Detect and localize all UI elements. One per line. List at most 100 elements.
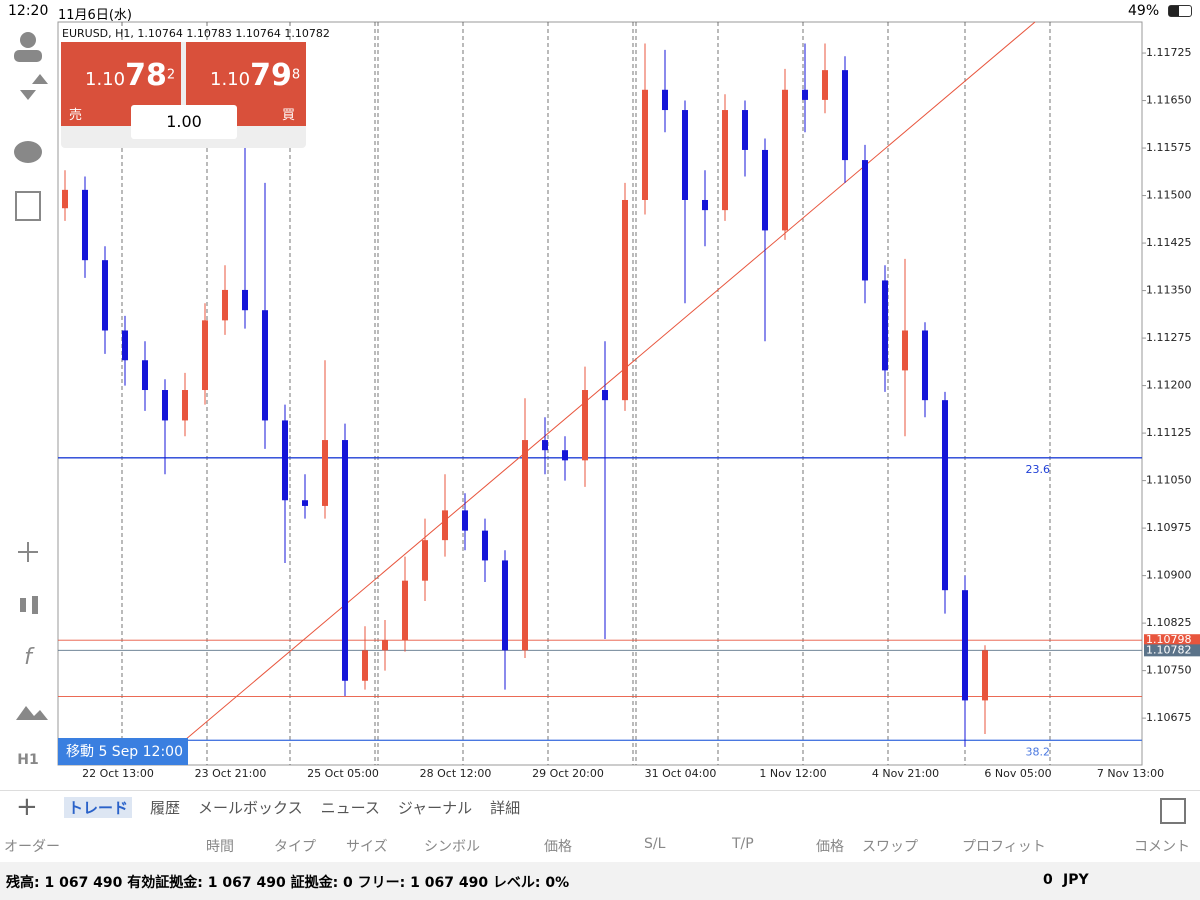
x-tick-label: 31 Oct 04:00	[645, 767, 717, 780]
battery-text: 49%	[1128, 3, 1160, 19]
crosshair-icon[interactable]	[18, 542, 38, 562]
column-header: コメント	[1134, 839, 1190, 855]
buy-button[interactable]: 1.10798 買	[186, 42, 306, 126]
candle-body	[622, 199, 628, 401]
x-tick-label: 7 Nov 13:00	[1097, 767, 1164, 780]
price-tag	[1144, 644, 1200, 657]
price-tag-text: 1.10798	[1146, 633, 1192, 646]
column-header: 価格	[816, 839, 844, 855]
y-tick-label: 1.10900	[1146, 569, 1192, 582]
candle-body	[242, 289, 248, 311]
candle-body	[342, 440, 348, 681]
account-icon[interactable]	[20, 32, 36, 48]
y-tick-label: 1.11575	[1146, 141, 1192, 154]
new-order-icon[interactable]	[15, 191, 41, 221]
y-tick-label: 1.11650	[1146, 94, 1192, 107]
price-tag	[1144, 634, 1200, 647]
candle-body	[382, 640, 388, 651]
y-tick-label: 1.11275	[1146, 331, 1192, 344]
candle-body	[562, 450, 568, 461]
x-tick-label: 22 Oct 13:00	[82, 767, 154, 780]
y-tick-label: 1.10975	[1146, 521, 1192, 534]
tab[interactable]: ジャーナル	[397, 799, 473, 817]
clock: 12:20	[8, 3, 49, 19]
account-icon-body	[14, 50, 42, 62]
candle-body	[662, 89, 668, 111]
column-header: S/L	[644, 836, 666, 852]
buy-small: 8	[291, 67, 301, 83]
candle-body	[502, 560, 508, 651]
battery-icon	[1168, 5, 1192, 17]
candle-body	[422, 540, 428, 581]
candle-body	[942, 400, 948, 591]
candle-body	[842, 70, 848, 161]
candle-body	[322, 440, 328, 506]
tab[interactable]: トレード	[64, 797, 133, 818]
column-header: スワップ	[862, 839, 918, 855]
cursor-label-box	[58, 738, 188, 765]
quotes-icon[interactable]	[20, 74, 48, 100]
candle-body	[122, 330, 128, 361]
level-label: 38.2	[1026, 745, 1051, 758]
x-tick-label: 29 Oct 20:00	[532, 767, 604, 780]
add-button[interactable]: +	[16, 792, 38, 822]
tab[interactable]: メールボックス	[198, 799, 303, 817]
column-header: T/P	[732, 836, 754, 852]
candle-body	[362, 650, 368, 681]
column-header: 時間	[206, 839, 234, 855]
tab[interactable]: 詳細	[490, 799, 521, 817]
timeframe[interactable]: H1	[17, 752, 38, 768]
column-header: オーダー	[4, 839, 60, 855]
candle-body	[762, 149, 768, 231]
layout-button[interactable]	[1160, 798, 1186, 824]
candle-body	[482, 530, 488, 561]
toolbar: f H1	[14, 32, 48, 768]
candle-body	[442, 510, 448, 541]
candle-body	[522, 440, 528, 651]
tab[interactable]: ニュース	[320, 799, 380, 817]
objects-icon[interactable]	[16, 706, 48, 720]
candle-body	[222, 289, 228, 321]
candle-body	[962, 590, 968, 701]
chart-type-icon[interactable]	[20, 598, 26, 612]
x-tick-label: 25 Oct 05:00	[307, 767, 379, 780]
candle-body	[162, 390, 168, 421]
x-tick-label: 4 Nov 21:00	[872, 767, 939, 780]
candle-body	[642, 89, 648, 200]
tab[interactable]: 履歴	[150, 799, 181, 817]
profit: 0	[1043, 872, 1053, 888]
tab-bar: トレード 履歴 メールボックス ニュース ジャーナル 詳細	[64, 797, 538, 818]
y-tick-label: 1.11050	[1146, 474, 1192, 487]
candle-body	[682, 110, 688, 200]
indicator-icon[interactable]: f	[24, 645, 35, 670]
candle-body	[202, 320, 208, 391]
x-tick-label: 6 Nov 05:00	[984, 767, 1051, 780]
sell-label: 売	[69, 108, 83, 123]
account-summary: 残高: 1 067 490 有効証拠金: 1 067 490 証拠金: 0 フリ…	[6, 875, 570, 891]
buy-prefix: 1.10	[210, 69, 251, 90]
candle-body	[142, 360, 148, 391]
cursor-label: 移動 5 Sep 12:00	[66, 744, 183, 760]
candle-body	[982, 650, 988, 701]
candle-body	[802, 89, 808, 100]
candle-body	[102, 260, 108, 331]
candle-body	[862, 160, 868, 281]
divider	[0, 790, 1200, 791]
column-header: サイズ	[346, 839, 388, 855]
x-tick-label: 1 Nov 12:00	[759, 767, 826, 780]
y-tick-label: 1.11500	[1146, 189, 1192, 202]
chat-icon[interactable]	[14, 141, 42, 163]
column-header: 価格	[544, 839, 572, 855]
trend-line	[184, 21, 1036, 741]
candle-body	[782, 89, 788, 231]
candle-body	[742, 110, 748, 150]
lot-input[interactable]: 1.00	[131, 105, 237, 139]
y-tick-label: 1.10825	[1146, 616, 1192, 629]
candle-body	[542, 440, 548, 451]
candle-body	[902, 330, 908, 371]
x-tick-label: 23 Oct 21:00	[195, 767, 267, 780]
chart-title: EURUSD, H1, 1.10764 1.10783 1.10764 1.10…	[62, 27, 330, 40]
candle-body	[882, 280, 888, 371]
candle-body	[402, 580, 408, 641]
